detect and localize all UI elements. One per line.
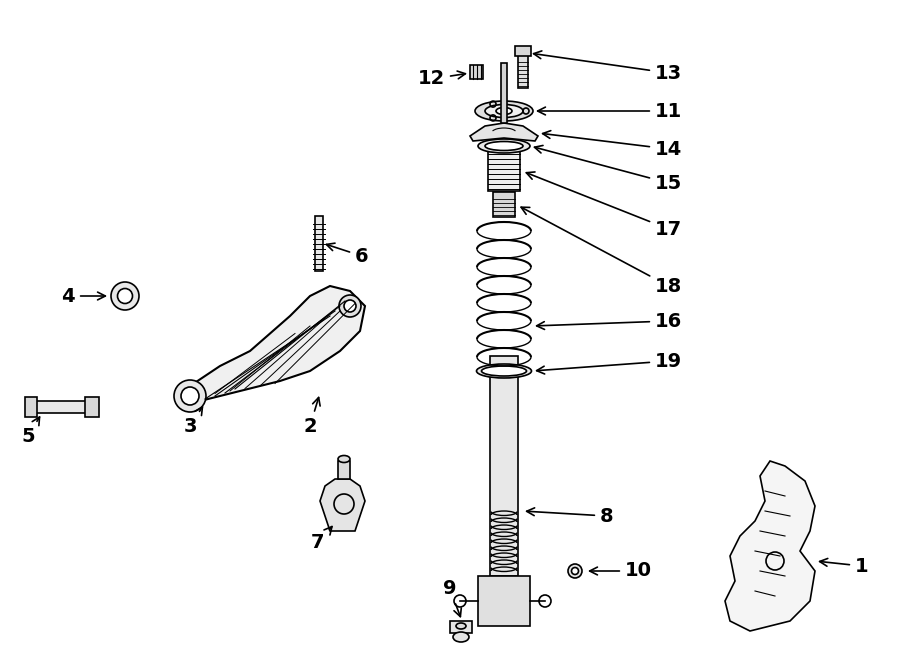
Bar — [488, 149, 520, 191]
Bar — [25, 397, 37, 417]
Polygon shape — [725, 461, 815, 631]
Polygon shape — [320, 479, 365, 531]
Text: 6: 6 — [327, 243, 369, 266]
Bar — [450, 621, 472, 633]
Text: 3: 3 — [184, 407, 202, 436]
Ellipse shape — [476, 364, 532, 378]
Bar — [30, 401, 95, 413]
Bar — [490, 356, 518, 576]
Polygon shape — [470, 65, 483, 79]
Text: 13: 13 — [534, 51, 682, 83]
Text: 16: 16 — [536, 311, 682, 330]
Bar — [501, 63, 507, 123]
Ellipse shape — [496, 108, 512, 114]
Ellipse shape — [111, 282, 139, 310]
Polygon shape — [478, 576, 530, 626]
Ellipse shape — [482, 366, 526, 376]
Ellipse shape — [478, 139, 530, 153]
Text: 15: 15 — [535, 145, 682, 192]
Ellipse shape — [475, 101, 533, 121]
Ellipse shape — [453, 632, 469, 642]
Text: 7: 7 — [311, 527, 332, 553]
Text: 1: 1 — [820, 557, 868, 576]
Text: 19: 19 — [536, 352, 682, 374]
Text: 2: 2 — [303, 397, 320, 436]
Ellipse shape — [118, 288, 132, 303]
Text: 4: 4 — [61, 286, 105, 305]
Ellipse shape — [344, 300, 356, 312]
Ellipse shape — [568, 564, 582, 578]
Ellipse shape — [181, 387, 199, 405]
Bar — [493, 192, 515, 217]
Ellipse shape — [339, 295, 361, 317]
Text: 8: 8 — [526, 506, 614, 525]
Ellipse shape — [174, 380, 206, 412]
Text: 9: 9 — [443, 580, 462, 617]
Text: 17: 17 — [526, 172, 682, 239]
Polygon shape — [470, 123, 538, 141]
Text: 5: 5 — [22, 417, 40, 446]
Bar — [338, 461, 350, 479]
Bar — [315, 216, 323, 271]
Text: 14: 14 — [543, 131, 682, 159]
Text: 11: 11 — [537, 102, 682, 120]
Text: 12: 12 — [418, 69, 465, 89]
Bar — [518, 52, 528, 88]
Ellipse shape — [485, 104, 523, 118]
Text: 10: 10 — [590, 561, 652, 580]
Bar — [515, 46, 531, 56]
Ellipse shape — [456, 623, 466, 629]
Text: 18: 18 — [521, 207, 682, 295]
Bar — [85, 397, 99, 417]
Polygon shape — [180, 286, 365, 406]
Ellipse shape — [338, 455, 350, 463]
Ellipse shape — [572, 568, 579, 574]
Ellipse shape — [485, 141, 523, 151]
